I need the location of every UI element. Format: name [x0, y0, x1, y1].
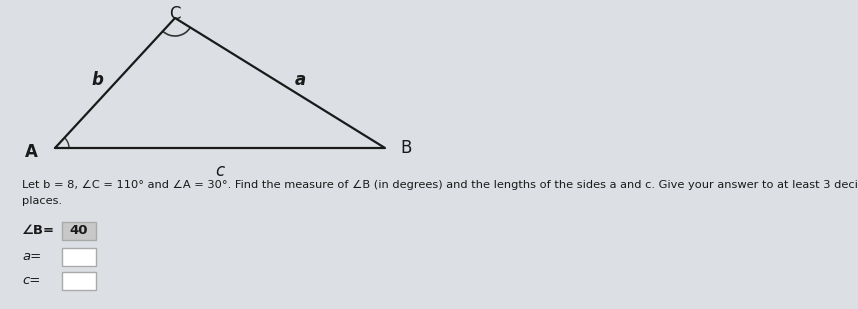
FancyBboxPatch shape: [62, 248, 96, 266]
FancyBboxPatch shape: [62, 222, 96, 240]
FancyBboxPatch shape: [62, 272, 96, 290]
Text: 40: 40: [69, 225, 88, 238]
Text: c=: c=: [22, 274, 40, 287]
Text: places.: places.: [22, 196, 62, 206]
Text: a: a: [295, 71, 306, 89]
Text: b: b: [91, 71, 103, 89]
Text: ∠B=: ∠B=: [22, 225, 55, 238]
Text: Let b = 8, ∠C = 110° and ∠A = 30°. Find the measure of ∠B (in degrees) and the l: Let b = 8, ∠C = 110° and ∠A = 30°. Find …: [22, 180, 858, 190]
Text: C: C: [169, 5, 181, 23]
Text: a=: a=: [22, 251, 41, 264]
Text: B: B: [400, 139, 411, 157]
Text: c: c: [215, 162, 225, 180]
Text: A: A: [25, 143, 38, 161]
